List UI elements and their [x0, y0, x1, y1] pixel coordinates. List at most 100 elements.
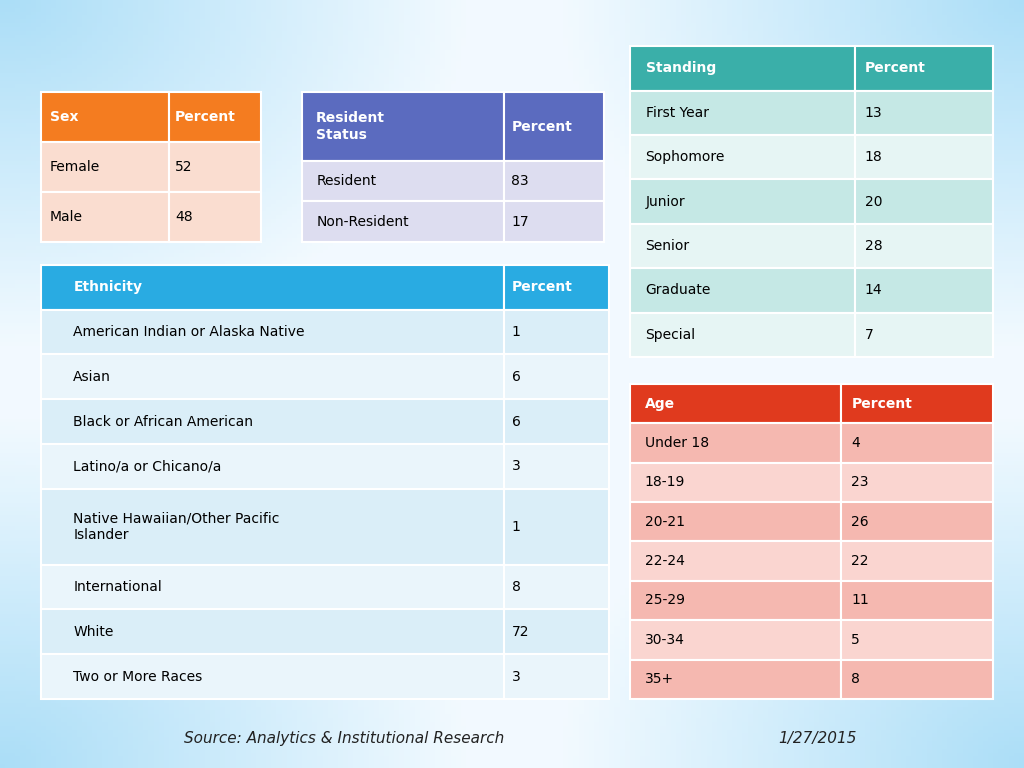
Text: Percent: Percent — [511, 120, 572, 134]
FancyBboxPatch shape — [505, 161, 604, 201]
FancyBboxPatch shape — [855, 268, 993, 313]
FancyBboxPatch shape — [855, 91, 993, 135]
FancyBboxPatch shape — [630, 223, 855, 268]
FancyBboxPatch shape — [841, 462, 993, 502]
FancyBboxPatch shape — [41, 192, 169, 242]
Text: 83: 83 — [511, 174, 529, 188]
Text: Asian: Asian — [74, 370, 112, 384]
FancyBboxPatch shape — [841, 541, 993, 581]
FancyBboxPatch shape — [841, 423, 993, 462]
Text: Resident
Status: Resident Status — [316, 111, 385, 142]
FancyBboxPatch shape — [841, 621, 993, 660]
FancyBboxPatch shape — [504, 488, 609, 564]
Text: 5: 5 — [851, 633, 860, 647]
Text: 8: 8 — [851, 672, 860, 686]
FancyBboxPatch shape — [505, 92, 604, 161]
FancyBboxPatch shape — [841, 660, 993, 699]
Text: Native Hawaiian/Other Pacific
Islander: Native Hawaiian/Other Pacific Islander — [74, 511, 280, 542]
FancyBboxPatch shape — [302, 92, 505, 161]
FancyBboxPatch shape — [855, 135, 993, 180]
Text: 1: 1 — [512, 520, 520, 534]
Text: Percent: Percent — [851, 397, 912, 411]
Text: 18-19: 18-19 — [644, 475, 685, 489]
Text: 7: 7 — [865, 328, 873, 342]
Text: 20-21: 20-21 — [644, 515, 684, 528]
Text: Source: Analytics & Institutional Research: Source: Analytics & Institutional Resear… — [184, 731, 505, 746]
FancyBboxPatch shape — [841, 384, 993, 423]
FancyBboxPatch shape — [41, 610, 504, 654]
Text: Percent: Percent — [865, 61, 926, 75]
Text: Special: Special — [645, 328, 695, 342]
FancyBboxPatch shape — [302, 161, 505, 201]
Text: Male: Male — [50, 210, 83, 224]
Text: Percent: Percent — [512, 280, 572, 294]
Text: 8: 8 — [512, 580, 520, 594]
FancyBboxPatch shape — [41, 354, 504, 399]
Text: 13: 13 — [865, 106, 883, 120]
FancyBboxPatch shape — [504, 399, 609, 444]
Text: Black or African American: Black or African American — [74, 415, 253, 429]
FancyBboxPatch shape — [630, 180, 855, 223]
FancyBboxPatch shape — [841, 581, 993, 621]
Text: American Indian or Alaska Native: American Indian or Alaska Native — [74, 325, 305, 339]
Text: Sophomore: Sophomore — [645, 151, 725, 164]
Text: 30-34: 30-34 — [644, 633, 684, 647]
FancyBboxPatch shape — [630, 268, 855, 313]
FancyBboxPatch shape — [630, 621, 841, 660]
FancyBboxPatch shape — [41, 564, 504, 610]
Text: 3: 3 — [512, 670, 520, 684]
Text: Non-Resident: Non-Resident — [316, 215, 409, 229]
FancyBboxPatch shape — [41, 488, 504, 564]
FancyBboxPatch shape — [504, 564, 609, 610]
Text: 52: 52 — [175, 160, 193, 174]
FancyBboxPatch shape — [169, 192, 261, 242]
FancyBboxPatch shape — [630, 313, 855, 357]
Text: Junior: Junior — [645, 194, 685, 209]
Text: Female: Female — [50, 160, 100, 174]
FancyBboxPatch shape — [504, 610, 609, 654]
FancyBboxPatch shape — [630, 502, 841, 541]
FancyBboxPatch shape — [505, 201, 604, 242]
FancyBboxPatch shape — [41, 399, 504, 444]
Text: Percent: Percent — [175, 110, 236, 124]
FancyBboxPatch shape — [504, 310, 609, 354]
Text: 26: 26 — [851, 515, 869, 528]
Text: 23: 23 — [851, 475, 868, 489]
Text: 1: 1 — [512, 325, 520, 339]
FancyBboxPatch shape — [630, 462, 841, 502]
FancyBboxPatch shape — [855, 223, 993, 268]
FancyBboxPatch shape — [855, 46, 993, 91]
Text: 18: 18 — [865, 151, 883, 164]
FancyBboxPatch shape — [630, 135, 855, 180]
FancyBboxPatch shape — [169, 142, 261, 192]
Text: 22-24: 22-24 — [644, 554, 684, 568]
FancyBboxPatch shape — [504, 444, 609, 488]
FancyBboxPatch shape — [841, 502, 993, 541]
Text: 20: 20 — [865, 194, 883, 209]
FancyBboxPatch shape — [630, 541, 841, 581]
Text: 48: 48 — [175, 210, 193, 224]
Text: 72: 72 — [512, 625, 529, 639]
Text: 25-29: 25-29 — [644, 594, 684, 607]
Text: 22: 22 — [851, 554, 868, 568]
Text: Standing: Standing — [645, 61, 716, 75]
FancyBboxPatch shape — [504, 654, 609, 699]
FancyBboxPatch shape — [41, 310, 504, 354]
FancyBboxPatch shape — [41, 142, 169, 192]
FancyBboxPatch shape — [630, 423, 841, 462]
Text: 6: 6 — [512, 370, 520, 384]
Text: 3: 3 — [512, 459, 520, 473]
Text: 4: 4 — [851, 436, 860, 450]
Text: Two or More Races: Two or More Races — [74, 670, 203, 684]
FancyBboxPatch shape — [41, 265, 504, 310]
FancyBboxPatch shape — [855, 180, 993, 223]
Text: Sex: Sex — [50, 110, 79, 124]
Text: First Year: First Year — [645, 106, 709, 120]
FancyBboxPatch shape — [630, 660, 841, 699]
FancyBboxPatch shape — [302, 201, 505, 242]
FancyBboxPatch shape — [630, 46, 855, 91]
Text: 6: 6 — [512, 415, 520, 429]
Text: 17: 17 — [511, 215, 529, 229]
Text: Under 18: Under 18 — [644, 436, 709, 450]
Text: 35+: 35+ — [644, 672, 674, 686]
